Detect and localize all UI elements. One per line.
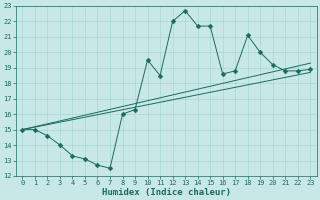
X-axis label: Humidex (Indice chaleur): Humidex (Indice chaleur) (102, 188, 231, 197)
